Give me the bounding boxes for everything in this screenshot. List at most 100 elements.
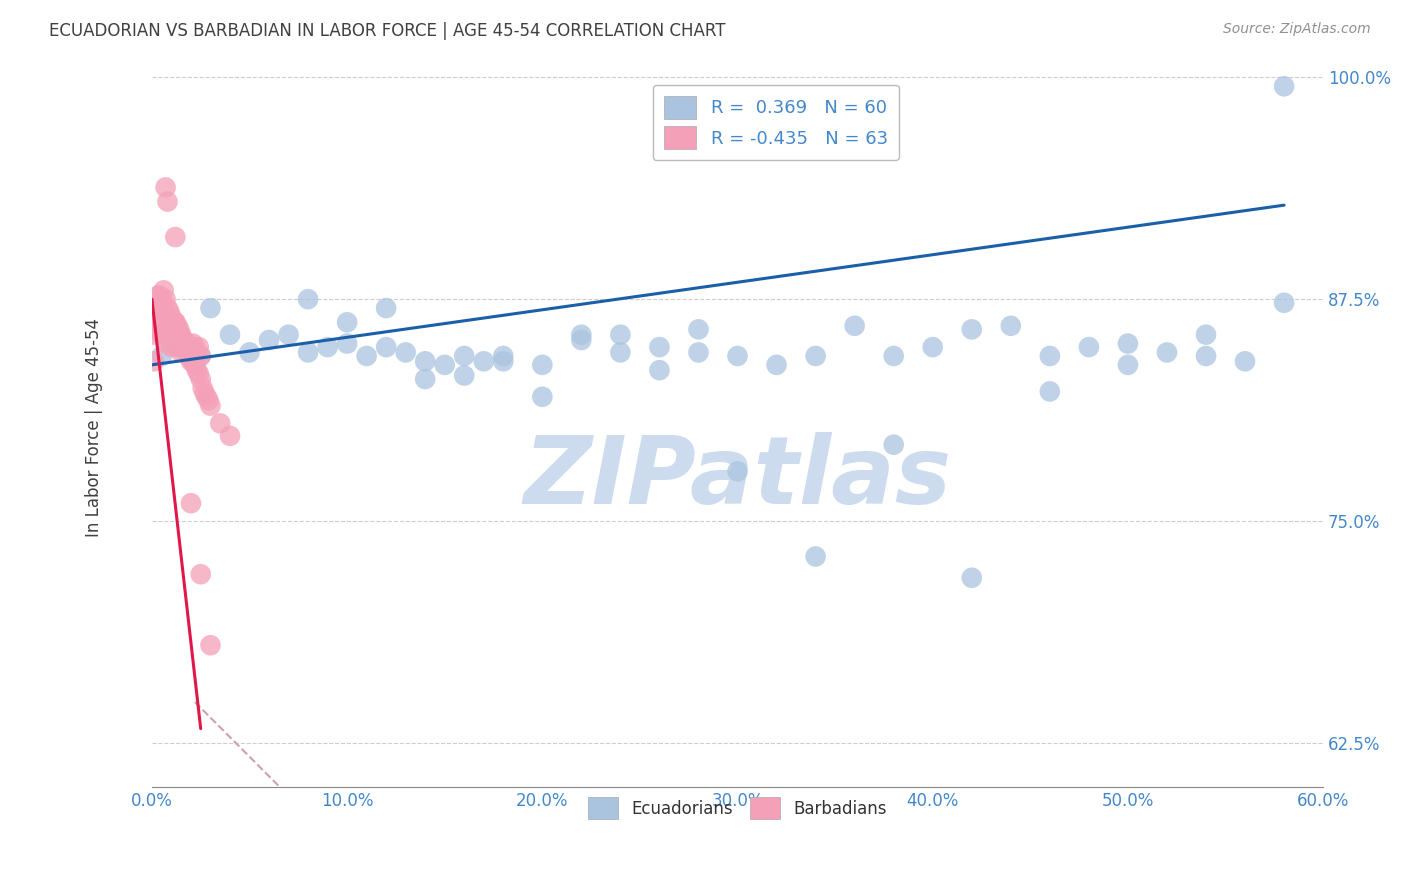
Point bbox=[297, 292, 319, 306]
Point bbox=[150, 349, 173, 363]
Point bbox=[194, 386, 217, 401]
Point bbox=[960, 322, 983, 336]
Point bbox=[1234, 354, 1257, 368]
Point bbox=[160, 340, 183, 354]
Point bbox=[297, 345, 319, 359]
Point bbox=[1000, 318, 1022, 333]
Point bbox=[160, 310, 183, 324]
Point bbox=[166, 340, 188, 354]
Point bbox=[150, 292, 173, 306]
Point bbox=[141, 327, 163, 342]
Point bbox=[170, 327, 193, 342]
Point bbox=[433, 358, 456, 372]
Point bbox=[150, 327, 173, 342]
Point bbox=[648, 363, 671, 377]
Point bbox=[1039, 384, 1062, 399]
Point bbox=[165, 230, 187, 244]
Point bbox=[162, 315, 184, 329]
Point bbox=[472, 354, 495, 368]
Point bbox=[1195, 327, 1218, 342]
Point bbox=[960, 571, 983, 585]
Point bbox=[155, 180, 177, 194]
Point bbox=[152, 283, 174, 297]
Point bbox=[167, 327, 190, 342]
Point bbox=[155, 292, 177, 306]
Point bbox=[165, 315, 187, 329]
Point bbox=[174, 336, 197, 351]
Point bbox=[172, 333, 194, 347]
Point bbox=[453, 349, 475, 363]
Point bbox=[569, 333, 592, 347]
Point bbox=[765, 358, 787, 372]
Point bbox=[336, 336, 359, 351]
Point bbox=[219, 327, 242, 342]
Point bbox=[375, 340, 398, 354]
Point bbox=[149, 301, 172, 315]
Point bbox=[186, 363, 208, 377]
Point bbox=[146, 315, 169, 329]
Point bbox=[145, 310, 167, 324]
Point bbox=[190, 349, 212, 363]
Point bbox=[180, 496, 202, 510]
Point bbox=[159, 304, 181, 318]
Point bbox=[155, 336, 177, 351]
Point bbox=[180, 354, 202, 368]
Legend: Ecuadorians, Barbadians: Ecuadorians, Barbadians bbox=[582, 791, 893, 826]
Point bbox=[844, 318, 866, 333]
Point bbox=[453, 368, 475, 383]
Point bbox=[413, 354, 436, 368]
Point bbox=[186, 345, 208, 359]
Point bbox=[356, 349, 378, 363]
Point bbox=[277, 327, 299, 342]
Point bbox=[238, 345, 260, 359]
Point bbox=[190, 567, 212, 582]
Point bbox=[142, 354, 165, 368]
Point bbox=[921, 340, 943, 354]
Point bbox=[1272, 79, 1295, 94]
Point bbox=[195, 390, 218, 404]
Point bbox=[165, 315, 187, 329]
Point bbox=[187, 367, 209, 381]
Point bbox=[1077, 340, 1099, 354]
Point bbox=[181, 354, 204, 368]
Point bbox=[176, 336, 198, 351]
Point bbox=[184, 340, 207, 354]
Point bbox=[727, 464, 749, 478]
Point bbox=[159, 315, 181, 329]
Point bbox=[219, 429, 242, 443]
Point bbox=[1039, 349, 1062, 363]
Point bbox=[167, 322, 190, 336]
Point bbox=[375, 301, 398, 315]
Point bbox=[1116, 358, 1139, 372]
Point bbox=[531, 358, 554, 372]
Point bbox=[166, 318, 188, 333]
Point bbox=[152, 304, 174, 318]
Point bbox=[190, 372, 212, 386]
Point bbox=[569, 327, 592, 342]
Point bbox=[492, 349, 515, 363]
Point bbox=[190, 349, 212, 363]
Point bbox=[531, 390, 554, 404]
Point bbox=[156, 301, 179, 315]
Point bbox=[1195, 349, 1218, 363]
Point bbox=[180, 340, 202, 354]
Point bbox=[176, 340, 198, 354]
Point bbox=[1272, 295, 1295, 310]
Point bbox=[174, 340, 197, 354]
Point bbox=[609, 345, 631, 359]
Point bbox=[162, 327, 184, 342]
Point bbox=[883, 349, 905, 363]
Text: ECUADORIAN VS BARBADIAN IN LABOR FORCE | AGE 45-54 CORRELATION CHART: ECUADORIAN VS BARBADIAN IN LABOR FORCE |… bbox=[49, 22, 725, 40]
Point bbox=[648, 340, 671, 354]
Point bbox=[609, 327, 631, 342]
Point bbox=[170, 345, 193, 359]
Point bbox=[187, 340, 209, 354]
Point bbox=[172, 333, 194, 347]
Point bbox=[316, 340, 339, 354]
Point bbox=[804, 549, 827, 564]
Text: ZIPatlas: ZIPatlas bbox=[523, 432, 952, 524]
Point bbox=[184, 358, 207, 372]
Point bbox=[200, 399, 222, 413]
Point bbox=[688, 345, 710, 359]
Point bbox=[257, 333, 280, 347]
